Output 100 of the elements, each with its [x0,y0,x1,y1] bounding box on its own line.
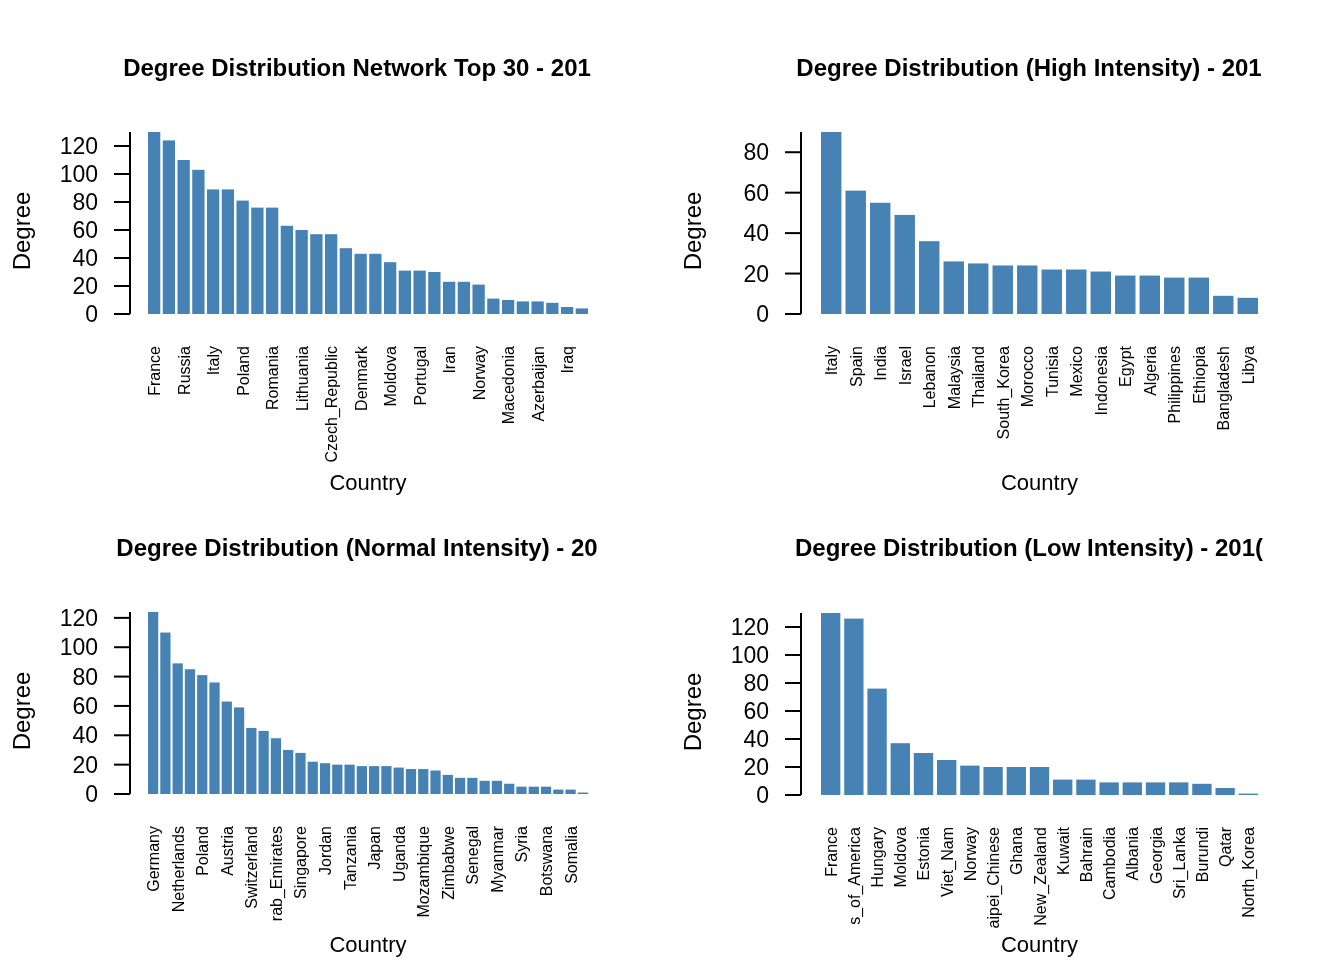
x-tick-label: France [146,345,164,396]
x-tick-label: Norway [470,346,488,401]
bar [1066,269,1087,314]
bar [295,752,306,794]
bar [472,284,485,314]
x-tick-label: Ethiopia [1190,345,1208,404]
y-tick-label: 20 [72,751,98,778]
bar [454,777,466,794]
x-tick-label: Viet_Nam [938,827,957,897]
bar [172,663,183,794]
bar [265,207,279,314]
x-tick-label: Iran [441,346,459,374]
x-tick-label: aipei_Chinese [985,826,1004,929]
bar [968,263,989,314]
x-tick-label: Switzerland [243,826,261,909]
bar [546,302,559,314]
x-tick-label: Jordan [317,826,335,875]
y-tick-label: 100 [59,634,98,661]
bar [913,753,934,795]
x-tick-label: Poland [234,346,252,396]
x-tick-label: Romania [264,345,282,411]
bar [221,701,232,794]
y-tick-label: 120 [59,604,98,631]
bar [1122,782,1142,795]
y-tick-label: 120 [730,614,769,640]
x-tick-label: Morocco [1019,345,1037,408]
bar [428,272,441,314]
bar [528,786,539,794]
bar [491,780,503,794]
y-tick-label: 0 [756,782,769,808]
x-tick-label: Moldova [892,826,910,888]
chart-title: Degree Distribution Network Top 30 - 201 [123,54,591,81]
bar [369,766,380,794]
x-tick-label: Spain [847,346,865,387]
bar [442,774,453,794]
bar [870,202,891,314]
bar [565,789,576,794]
bar [160,632,171,794]
bar [1139,275,1160,314]
x-tick-label: North_Korea [1240,826,1259,918]
bar [177,160,190,314]
x-tick-label: Thailand [970,346,988,408]
y-tick-label: 120 [59,133,98,159]
bar [1006,767,1026,795]
x-tick-label: Austria [218,825,236,876]
bar [501,300,515,314]
x-tick-label: Portugal [411,346,429,406]
bar [197,675,208,794]
bar [943,261,964,314]
y-axis-title: Degree [679,191,706,271]
y-tick-label: 100 [59,161,98,187]
y-tick-label: 80 [743,139,769,166]
x-tick-label: Botswana [538,825,556,897]
x-tick-label: Denmark [352,345,370,411]
y-tick-label: 40 [72,245,98,271]
bar [162,140,176,314]
x-tick-label: Norway [961,827,979,882]
y-tick-label: 40 [743,220,769,247]
x-tick-label: Senegal [464,826,482,885]
bar [457,281,471,314]
x-tick-label: Burundi [1193,827,1211,883]
x-tick-label: Myanmar [488,825,506,893]
bar [1090,271,1111,314]
y-tick-label: 0 [85,781,98,807]
bar [442,281,456,314]
bar [324,234,338,314]
bar [845,190,866,314]
x-tick-label: Somalia [562,825,580,884]
bar [280,225,294,314]
x-tick-label: Uganda [390,825,408,883]
x-tick-label: India [872,345,890,381]
x-tick-label: Malaysia [945,345,963,410]
bar [821,613,841,795]
bar [504,783,515,794]
x-tick-label: Czech_Republic [323,346,342,463]
bar [413,270,426,314]
x-tick-label: Bahrain [1077,827,1095,883]
bar [467,777,478,794]
bar [356,766,367,794]
bar [221,189,235,314]
bar [992,265,1013,314]
x-tick-label: Algeria [1141,345,1159,396]
bar [1076,779,1096,795]
bar [251,207,264,314]
bar [1017,265,1038,314]
y-tick-label: 80 [72,189,98,215]
bar [560,307,574,314]
y-axis-title: Degree [8,671,35,751]
x-tick-label: Syria [513,825,531,863]
y-tick-label: 0 [85,301,98,327]
bar [821,132,842,314]
x-tick-label: New_Zealand [1031,827,1050,926]
bar [516,301,530,314]
bar [283,749,294,794]
x-tick-label: Iraq [559,346,577,374]
bar [479,780,490,794]
bar [1115,275,1136,314]
y-tick-label: 20 [743,260,769,287]
bar [1145,782,1166,795]
bar [398,270,412,314]
